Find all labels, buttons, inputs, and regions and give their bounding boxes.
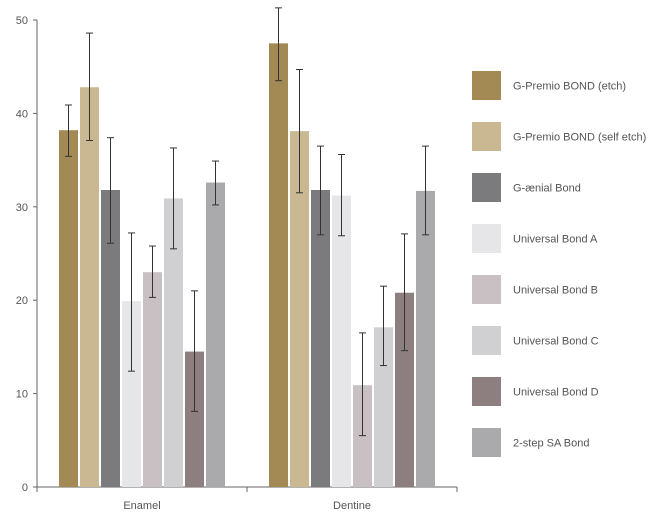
legend-label: G-ænial Bond (513, 183, 581, 195)
legend-swatch (472, 224, 501, 253)
bar (332, 195, 351, 488)
legend-label: 2-step SA Bond (513, 438, 589, 450)
error-bars (65, 7, 429, 437)
bar (80, 87, 99, 488)
legend-label: Universal Bond B (513, 285, 598, 297)
y-tick-label: 30 (16, 202, 28, 214)
legend-swatch (472, 377, 501, 406)
bar (206, 182, 225, 488)
axes: 0 10 20 30 40 50 Enamel Dentine (16, 15, 458, 512)
y-tick-label: 50 (16, 15, 28, 27)
legend-swatch (472, 275, 501, 304)
y-tick-label: 0 (22, 482, 28, 494)
bar (143, 272, 162, 487)
bar (164, 198, 183, 488)
bar (395, 292, 414, 487)
legend-swatch (472, 326, 501, 355)
y-tick-label: 20 (16, 295, 28, 307)
legend-label: Universal Bond C (513, 336, 599, 348)
bar (416, 190, 435, 487)
legend-swatch (472, 122, 501, 151)
bar (374, 327, 393, 487)
legend-label: Universal Bond D (513, 387, 599, 399)
bar (269, 43, 288, 487)
bar (290, 131, 309, 487)
legend-swatch (472, 428, 501, 457)
legend-swatch (472, 71, 501, 100)
y-tick-label: 40 (16, 108, 28, 120)
bar (185, 351, 204, 487)
legend-swatch (472, 173, 501, 202)
bar (59, 130, 78, 487)
bar (122, 301, 141, 487)
category-label: Dentine (333, 500, 371, 512)
y-tick-label: 10 (16, 389, 28, 401)
category-label: Enamel (123, 500, 160, 512)
legend-label: G-Premio BOND (etch) (513, 81, 626, 93)
legend-label: Universal Bond A (513, 234, 598, 246)
legend: G-Premio BOND (etch) G-Premio BOND (self … (472, 71, 646, 457)
bar (311, 189, 330, 487)
bars (59, 43, 435, 488)
bar (101, 189, 120, 487)
legend-label: G-Premio BOND (self etch) (513, 132, 646, 144)
